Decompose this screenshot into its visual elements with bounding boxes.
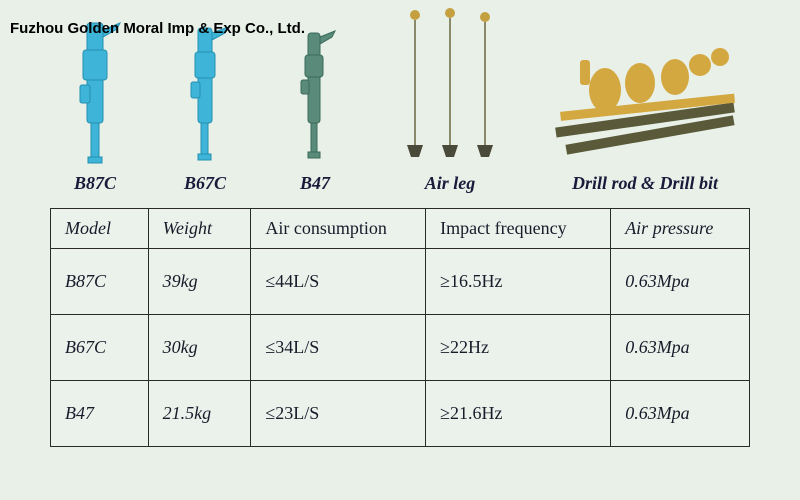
cell-press: 0.63Mpa	[611, 315, 750, 381]
product-label: Drill rod & Drill bit	[572, 173, 718, 194]
cell-freq: ≥22Hz	[426, 315, 611, 381]
cell-air: ≤44L/S	[251, 249, 426, 315]
header-weight: Weight	[148, 209, 251, 249]
drillrod-image	[545, 10, 745, 165]
cell-weight: 21.5kg	[148, 381, 251, 447]
product-label: B47	[300, 173, 330, 194]
cell-air: ≤23L/S	[251, 381, 426, 447]
table-header-row: Model Weight Air consumption Impact freq…	[51, 209, 750, 249]
product-label: B67C	[184, 173, 226, 194]
header-press: Air pressure	[611, 209, 750, 249]
product-drillrod: Drill rod & Drill bit	[540, 10, 750, 194]
table-row: B47 21.5kg ≤23L/S ≥21.6Hz 0.63Mpa	[51, 381, 750, 447]
spec-table: Model Weight Air consumption Impact freq…	[50, 208, 750, 447]
cell-freq: ≥16.5Hz	[426, 249, 611, 315]
cell-weight: 39kg	[148, 249, 251, 315]
header-model: Model	[51, 209, 149, 249]
cell-press: 0.63Mpa	[611, 381, 750, 447]
cell-freq: ≥21.6Hz	[426, 381, 611, 447]
product-b87c: B87C	[50, 10, 140, 194]
cell-model: B87C	[51, 249, 149, 315]
airleg-image	[385, 5, 515, 165]
product-b67c: B67C	[160, 10, 250, 194]
header-freq: Impact frequency	[426, 209, 611, 249]
cell-model: B47	[51, 381, 149, 447]
table-row: B87C 39kg ≤44L/S ≥16.5Hz 0.63Mpa	[51, 249, 750, 315]
product-label: B87C	[74, 173, 116, 194]
product-airleg: Air leg	[380, 10, 520, 194]
header-air: Air consumption	[251, 209, 426, 249]
product-label: Air leg	[425, 173, 476, 194]
product-b47: B47	[270, 10, 360, 194]
cell-air: ≤34L/S	[251, 315, 426, 381]
cell-weight: 30kg	[148, 315, 251, 381]
watermark-text: Fuzhou Golden Moral Imp & Exp Co., Ltd.	[10, 20, 305, 37]
cell-press: 0.63Mpa	[611, 249, 750, 315]
cell-model: B67C	[51, 315, 149, 381]
table-row: B67C 30kg ≤34L/S ≥22Hz 0.63Mpa	[51, 315, 750, 381]
